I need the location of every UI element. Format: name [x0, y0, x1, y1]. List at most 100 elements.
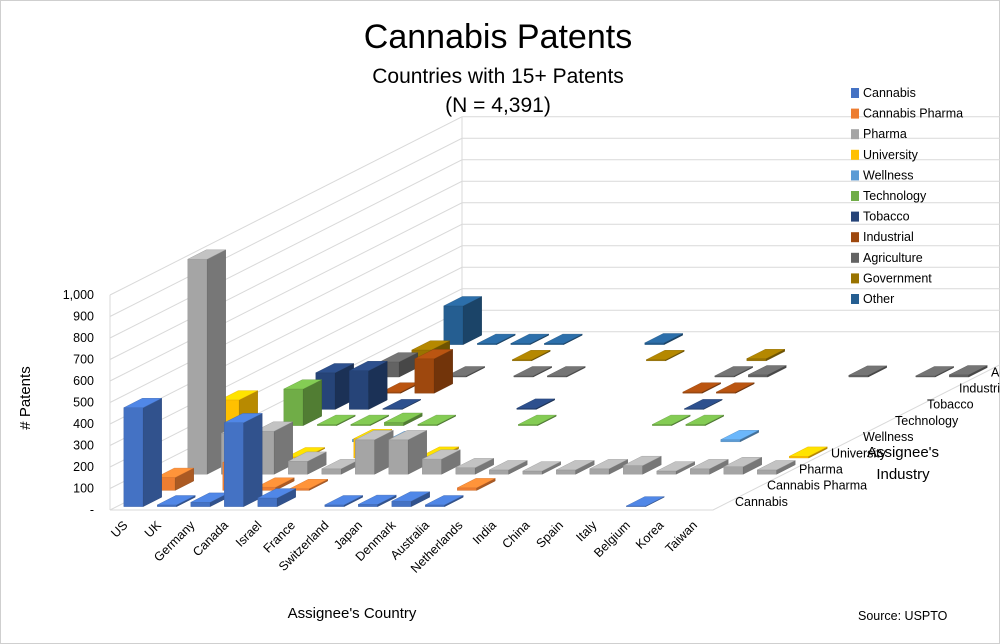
bar-front — [391, 501, 412, 507]
bar-top — [685, 414, 724, 425]
x-tick-label: Italy — [573, 518, 600, 545]
floor-edge — [110, 364, 1000, 511]
bar-cannabis-canada — [224, 413, 263, 507]
bar-top — [748, 365, 787, 375]
y-tick-label: 200 — [73, 460, 94, 474]
z-tick-label: Industrial — [959, 382, 1000, 396]
bar-top — [848, 365, 887, 376]
bar-top — [512, 350, 551, 360]
y-tick-label: 100 — [73, 482, 94, 496]
bar-pharma-denmark — [455, 458, 494, 475]
bar-cannabis-us — [123, 397, 162, 507]
legend: Cannabis Cannabis Pharma Pharma University W… — [851, 86, 963, 306]
bar-front — [644, 342, 665, 345]
bar-top — [384, 412, 423, 423]
bar-front — [748, 374, 768, 378]
bar-top — [324, 495, 363, 506]
legend-item: Agriculture — [851, 251, 923, 265]
bar-pharma-india — [556, 460, 595, 475]
bar-other-germany — [510, 333, 549, 345]
bar-top — [489, 460, 528, 471]
bar-cannabis-pharma-us — [155, 467, 194, 491]
bar-front — [589, 468, 610, 475]
bar-front — [288, 461, 308, 475]
bar-front — [757, 469, 777, 475]
bar-front — [556, 469, 576, 475]
legend-label: Tobacco — [863, 210, 910, 224]
bar-technology-canada — [384, 412, 423, 426]
bar-cannabis-australia — [425, 495, 464, 507]
legend-item: Other — [851, 292, 894, 306]
bar-front — [324, 504, 345, 507]
bar-pharma-japan — [422, 449, 461, 475]
bar-pharma-us — [187, 249, 226, 475]
bar-front — [623, 465, 643, 475]
bar-pharma-china — [589, 459, 628, 475]
bar-top — [382, 399, 421, 409]
y-tick-label: 700 — [73, 353, 94, 367]
bar-top — [682, 382, 721, 393]
legend-label: Technology — [863, 189, 927, 203]
bar-tobacco-india — [684, 399, 723, 410]
legend-swatch — [851, 232, 859, 243]
legend-swatch — [851, 88, 859, 98]
y-tick-label: 600 — [73, 374, 94, 388]
bar-industrial-germany — [414, 349, 453, 394]
bar-pharma-france — [355, 430, 394, 475]
legend-swatch — [851, 191, 859, 201]
bar-top — [656, 461, 695, 472]
bar-tobacco-switzerland — [516, 398, 555, 410]
bar-top — [155, 467, 194, 478]
bar-agriculture-taiwan — [949, 365, 988, 378]
legend-item: Cannabis — [851, 86, 916, 100]
bar-top — [644, 333, 683, 344]
gridline — [109, 116, 1000, 296]
x-tick-label: Spain — [534, 518, 567, 551]
bar-top — [157, 495, 196, 506]
legend-label: Other — [863, 292, 894, 306]
bar-front — [187, 259, 208, 475]
legend-item: Pharma — [851, 127, 907, 141]
z-tick-label: Cannabis Pharma — [767, 479, 867, 493]
bar-top — [690, 459, 729, 469]
bar-top — [510, 333, 549, 344]
bar-front — [157, 504, 177, 507]
bar-agriculture-israel — [513, 366, 552, 378]
bar-top — [455, 458, 494, 468]
chart-title: Cannabis Patents — [364, 18, 632, 56]
bar-cannabis-israel — [257, 488, 296, 507]
bar-front — [723, 466, 744, 475]
bar-front — [746, 358, 767, 361]
bar-top — [422, 449, 461, 460]
y-axis-title: # Patents — [17, 366, 34, 429]
legend-swatch — [851, 129, 859, 140]
legend-swatch — [851, 149, 859, 160]
bar-cannabis-germany — [190, 492, 229, 507]
bar-top — [391, 491, 430, 502]
bar-technology-us — [283, 379, 322, 426]
chart-bars — [123, 249, 988, 507]
bar-wellness-italy — [720, 429, 759, 443]
legend-item: Industrial — [851, 230, 914, 244]
legend-label: Government — [863, 271, 932, 285]
bar-pharma-israel — [321, 459, 360, 475]
bar-technology-uk — [317, 414, 356, 426]
bar-front — [656, 470, 677, 475]
bar-top — [949, 365, 988, 375]
bar-top — [626, 496, 665, 507]
bar-front — [489, 469, 509, 475]
x-axis-title: Assignee's Country — [288, 605, 417, 622]
bar-agriculture-korea — [915, 366, 954, 378]
z-axis-title-line2: Industry — [876, 466, 930, 483]
legend-swatch — [851, 294, 859, 304]
bar-front — [349, 370, 369, 410]
bar-front — [522, 470, 543, 475]
legend-label: Agriculture — [863, 251, 923, 265]
bar-top — [446, 366, 485, 377]
legend-label: Cannabis — [863, 86, 916, 100]
bar-top — [411, 340, 450, 351]
bar-top — [283, 379, 322, 390]
bar-front — [443, 305, 464, 345]
bar-top — [716, 382, 755, 393]
bar-front — [190, 502, 211, 507]
